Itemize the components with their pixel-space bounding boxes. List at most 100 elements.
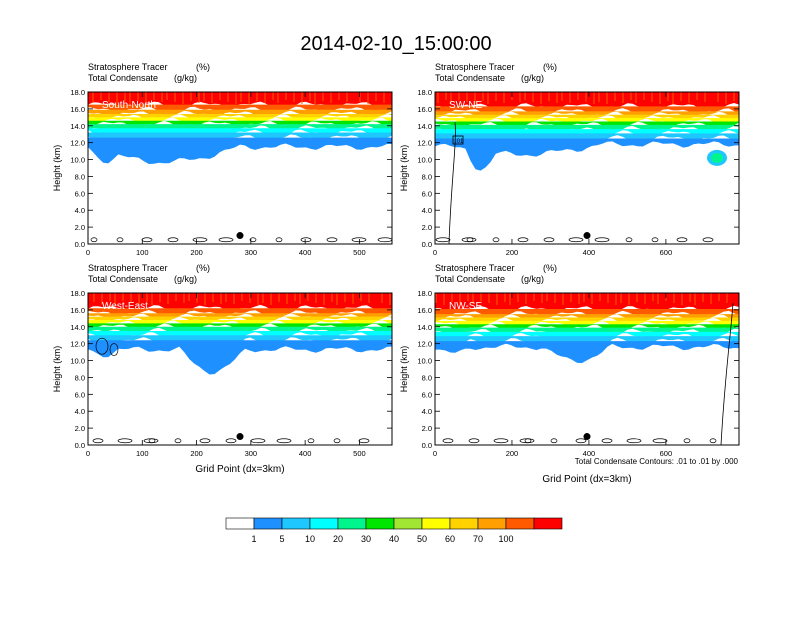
y-axis-label: Height (km) [399, 346, 409, 393]
condensate-contour [442, 438, 454, 444]
condensate-contour [466, 237, 474, 243]
figure-title: 2014-02-10_15:00:00 [300, 33, 491, 55]
tracer-band [435, 293, 739, 313]
x-tick-label: 0 [86, 449, 90, 458]
colorbar-label: 60 [445, 534, 455, 544]
condensate-contour [543, 237, 555, 243]
tracer-band [435, 121, 739, 129]
condensate-contour [167, 237, 179, 243]
y-tick-label: 2.0 [75, 424, 85, 433]
condensate-contour [92, 438, 104, 444]
tracer-band [435, 317, 739, 325]
panel-3: Stratosphere Tracer (%) Total Condensate (g… [52, 263, 393, 475]
condensate-contour [275, 237, 283, 243]
condensate-contour [109, 343, 119, 356]
y-tick-label: 2.0 [422, 424, 432, 433]
panel-contour-unit: (g/kg) [174, 274, 197, 284]
condensate-contour [468, 438, 480, 444]
condensate-contour [492, 237, 500, 243]
plot-area [88, 92, 392, 243]
x-tick-label: 400 [299, 449, 312, 458]
x-tick-label: 300 [245, 449, 258, 458]
y-tick-label: 6.0 [75, 189, 85, 198]
x-tick-label: 300 [245, 248, 258, 257]
colorbar-swatch [505, 517, 535, 530]
y-tick-label: 18.0 [70, 289, 85, 298]
y-tick-label: 16.0 [70, 105, 85, 114]
panel-variable-name: Stratosphere Tracer [435, 62, 515, 72]
y-tick-label: 4.0 [75, 407, 85, 416]
x-tick-label: 100 [136, 248, 149, 257]
tracer-band [88, 137, 392, 164]
location-marker [583, 232, 591, 240]
y-axis-label: Height (km) [399, 145, 409, 192]
y-axis-label: Height (km) [52, 145, 62, 192]
colorbar-swatch [533, 517, 563, 530]
condensate-contour [141, 237, 153, 243]
condensate-contour [95, 337, 109, 355]
condensate-contour [575, 438, 587, 444]
y-tick-label: 4.0 [422, 206, 432, 215]
panel-contour-unit: (g/kg) [521, 73, 544, 83]
condensate-contour [148, 438, 156, 444]
y-tick-label: 8.0 [422, 172, 432, 181]
tracer-band [435, 106, 739, 115]
condensate-contour [517, 237, 529, 243]
condensate-contour [307, 438, 315, 444]
plot-area [435, 293, 739, 445]
y-tick-label: 10.0 [70, 156, 85, 165]
condensate-contour [90, 237, 98, 243]
x-tick-label: 400 [299, 248, 312, 257]
condensate-contour [448, 121, 456, 244]
colorbar-label: 10 [305, 534, 315, 544]
y-tick-label: 10.0 [417, 156, 432, 165]
tracer-band [88, 92, 392, 108]
tracer-band [435, 314, 739, 321]
y-tick-label: 14.0 [70, 323, 85, 332]
condensate-contour [225, 438, 237, 444]
y-tick-label: 6.0 [422, 390, 432, 399]
colorbar-swatch [337, 517, 367, 530]
colorbar: 1 5 10 20 30 40 50 60 70 100 [225, 517, 563, 544]
condensate-contour [524, 438, 532, 444]
colorbar-label: 100 [498, 534, 513, 544]
condensate-contour [594, 237, 610, 243]
condensate-contour [519, 438, 535, 444]
panel-variable-name: Stratosphere Tracer [88, 263, 168, 273]
y-tick-label: 6.0 [422, 189, 432, 198]
y-tick-label: 14.0 [417, 122, 432, 131]
condensate-contour [709, 438, 717, 444]
tracer-band [88, 331, 392, 348]
y-tick-label: 8.0 [75, 373, 85, 382]
panel-contour-name: Total Condensate [435, 274, 505, 284]
panel-label: South-North [102, 100, 156, 111]
tracer-band [88, 323, 392, 330]
x-axis-label: Grid Point (dx=3km) [195, 464, 284, 475]
x-tick-label: 600 [660, 248, 673, 257]
x-tick-label: 100 [136, 449, 149, 458]
panel-label: West-East [102, 301, 148, 312]
x-tick-label: 600 [660, 449, 673, 458]
y-tick-label: 8.0 [422, 373, 432, 382]
colorbar-label: 50 [417, 534, 427, 544]
panel-label: SW-NE [449, 100, 482, 111]
condensate-contour [351, 237, 367, 243]
y-tick-label: 18.0 [417, 289, 432, 298]
tracer-band [88, 313, 392, 320]
panel-variable-name: Stratosphere Tracer [435, 263, 515, 273]
colorbar-label: 70 [473, 534, 483, 544]
panel-2: Stratosphere Tracer (%) Total Condensate (g… [399, 62, 740, 257]
tracer-band [711, 152, 723, 163]
contour-note: Total Condensate Contours: .01 to .01 by… [575, 457, 739, 466]
condensate-contour [326, 237, 338, 243]
colorbar-swatch [421, 517, 451, 530]
panel-1: Stratosphere Tracer (%) Total Condensate (g… [52, 62, 393, 257]
condensate-contour [218, 237, 234, 243]
plot-frame [434, 292, 740, 446]
condensate-contour [117, 438, 133, 444]
colorbar-label: 20 [333, 534, 343, 544]
colorbar-label: 1 [251, 534, 256, 544]
condensate-contour [625, 237, 633, 243]
condensate-contour [358, 438, 370, 444]
